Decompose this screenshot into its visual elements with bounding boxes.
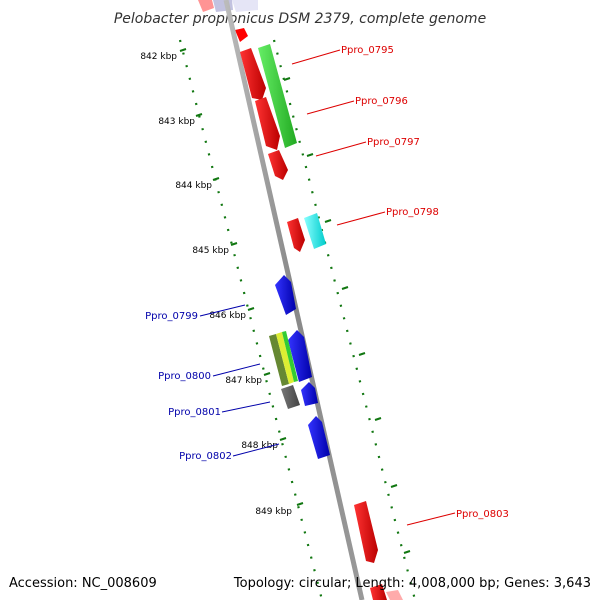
- gene-feature-ppro-0796[interactable]: [255, 97, 280, 150]
- scale-track-outer: [272, 39, 417, 600]
- gene-feature-ppro-0801[interactable]: [301, 382, 318, 406]
- scale-label: 845 kbp: [192, 246, 229, 256]
- scale-label: 849 kbp: [255, 507, 292, 517]
- gene-feature-bottom-faint: [386, 590, 403, 600]
- gene-feature-gray: [281, 385, 300, 409]
- scale-tick: [247, 307, 255, 311]
- gene-feature-ppro-0797[interactable]: [268, 150, 288, 180]
- scale-tick: [195, 113, 203, 117]
- gene-feature-bottom-red: [370, 584, 387, 600]
- scale-tick: [179, 48, 187, 52]
- gene-label[interactable]: Ppro_0798: [386, 207, 439, 218]
- scale-labels: 842 kbp 843 kbp 844 kbp 845 kbp 846 kbp …: [140, 48, 304, 517]
- scale-tick: [279, 437, 287, 441]
- scale-tick: [212, 177, 220, 181]
- gene-label[interactable]: Ppro_0803: [456, 509, 509, 520]
- accession-text: Accession: NC_008609: [9, 576, 157, 591]
- gene-label[interactable]: Ppro_0795: [341, 45, 394, 56]
- gene-feature-olive: [269, 334, 289, 386]
- gene-label[interactable]: Ppro_0802: [179, 451, 232, 462]
- gene-feature-top-red: [198, 0, 214, 12]
- scale-ticks-outer: [283, 77, 411, 554]
- gene-feature-ppro-0800[interactable]: [288, 330, 312, 382]
- gene-feature-cyan: [304, 213, 326, 249]
- scale-label: 848 kbp: [241, 441, 278, 451]
- gene-feature-ppro-0799[interactable]: [275, 275, 296, 315]
- scale-label: 847 kbp: [225, 376, 262, 386]
- scale-tick: [263, 372, 271, 376]
- forward-genes: [240, 48, 403, 600]
- gene-label[interactable]: Ppro_0796: [355, 96, 408, 107]
- gene-feature-green: [258, 44, 297, 148]
- gene-feature-ppro-0798[interactable]: [287, 218, 305, 252]
- map-title: Pelobacter propionicus DSM 2379, complet…: [114, 11, 486, 27]
- gene-feature-top-red-arrow: [235, 28, 248, 42]
- scale-tick: [230, 242, 238, 246]
- gene-feature-ppro-0795[interactable]: [240, 48, 266, 100]
- gene-label[interactable]: Ppro_0797: [367, 137, 420, 148]
- gene-feature-ppro-0803[interactable]: [354, 501, 378, 563]
- reverse-genes: [275, 275, 330, 459]
- gene-label[interactable]: Ppro_0799: [145, 311, 198, 322]
- gene-feature-ppro-0802[interactable]: [308, 416, 330, 459]
- scale-label: 846 kbp: [209, 311, 246, 321]
- scale-label: 842 kbp: [140, 52, 177, 62]
- gene-labels-reverse: Ppro_0799 Ppro_0800 Ppro_0801 Ppro_0802: [145, 304, 280, 462]
- genome-summary-text: Topology: circular; Length: 4,008,000 bp…: [233, 576, 591, 591]
- scale-tick: [296, 502, 304, 506]
- gene-feature-yellow: [276, 332, 294, 384]
- gene-label[interactable]: Ppro_0801: [168, 407, 221, 418]
- scale-label: 844 kbp: [175, 181, 212, 191]
- gene-labels-forward: Ppro_0795 Ppro_0796 Ppro_0797 Ppro_0798 …: [291, 45, 509, 526]
- gene-label[interactable]: Ppro_0800: [158, 371, 211, 382]
- gene-feature-green-small: [282, 331, 298, 382]
- scale-label: 843 kbp: [158, 117, 195, 127]
- scale-track-inner: [178, 39, 324, 600]
- gene-feature-top-lavender: [232, 0, 258, 12]
